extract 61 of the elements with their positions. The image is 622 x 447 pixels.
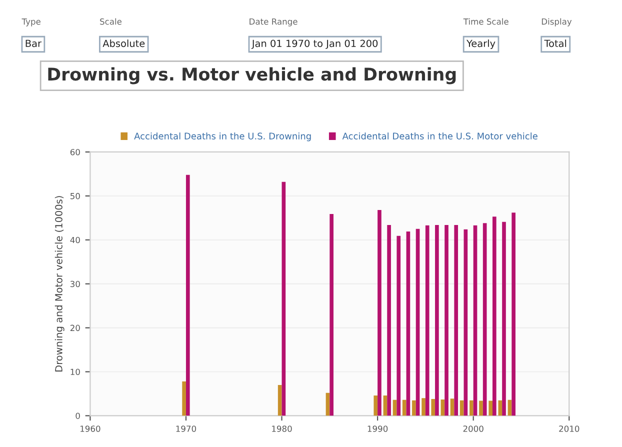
bar [406, 232, 410, 416]
y-tick-label: 40 [70, 236, 80, 244]
bar [396, 236, 401, 416]
bar [488, 400, 492, 416]
text: Yearly [466, 40, 496, 49]
chart-title: Drowning vs. Motor vehicle and Drowning [48, 67, 456, 84]
legend-label: Accidental Deaths in the U.S. Motor vehicle [342, 132, 538, 140]
y-tick-label: 60 [70, 148, 80, 156]
x-tick-label: 1990 [368, 426, 388, 432]
text: Absolute [102, 40, 145, 48]
bar [182, 381, 186, 416]
bar [444, 224, 448, 416]
bar [374, 395, 378, 416]
bar [383, 395, 388, 416]
bar [326, 392, 330, 416]
bar [460, 400, 464, 416]
bar [402, 400, 406, 416]
y-tick-label: 30 [70, 280, 80, 288]
bar [330, 214, 334, 416]
bar [512, 212, 516, 416]
bar [450, 398, 454, 416]
x-tick-label: 1980 [272, 426, 292, 432]
bar [435, 224, 439, 416]
text: Total [544, 40, 566, 48]
bar [278, 384, 282, 416]
x-tick-label: 2010 [559, 426, 580, 432]
y-tick-label: 10 [70, 368, 80, 376]
bar [454, 224, 458, 416]
y-tick-label: 50 [70, 192, 80, 200]
bar [416, 228, 420, 416]
bar [479, 400, 483, 416]
text: Scale [100, 18, 122, 25]
bar [482, 223, 487, 416]
bar [492, 216, 496, 416]
bar [422, 398, 426, 416]
bar [431, 399, 436, 416]
x-tick-label: 1970 [176, 426, 196, 432]
bar [473, 225, 478, 416]
bar [282, 182, 286, 416]
x-tick-label: 1960 [80, 426, 100, 432]
y-tick-label: 0 [76, 412, 80, 419]
text: Bar [26, 40, 42, 48]
bar [425, 225, 430, 416]
bar [470, 400, 474, 416]
x-tick-label: 2000 [463, 426, 484, 432]
bar [387, 224, 391, 416]
text: Jan 01 1970 to Jan 01 200 [251, 40, 378, 49]
text: Display [542, 18, 572, 26]
text: Type [22, 18, 40, 26]
bar [440, 399, 445, 416]
bar [464, 229, 468, 416]
y-tick-label: 20 [70, 324, 80, 332]
legend-label: Accidental Deaths in the U.S. Drowning [134, 132, 311, 142]
bar [378, 210, 382, 416]
bar [186, 174, 190, 416]
bar [498, 400, 502, 416]
bar [412, 400, 416, 416]
bar [502, 222, 506, 416]
text: Time Scale [463, 18, 508, 25]
y-axis-title: Drowning and Motor vehicle (1000s) [54, 196, 64, 372]
text: Date Range [250, 18, 298, 26]
